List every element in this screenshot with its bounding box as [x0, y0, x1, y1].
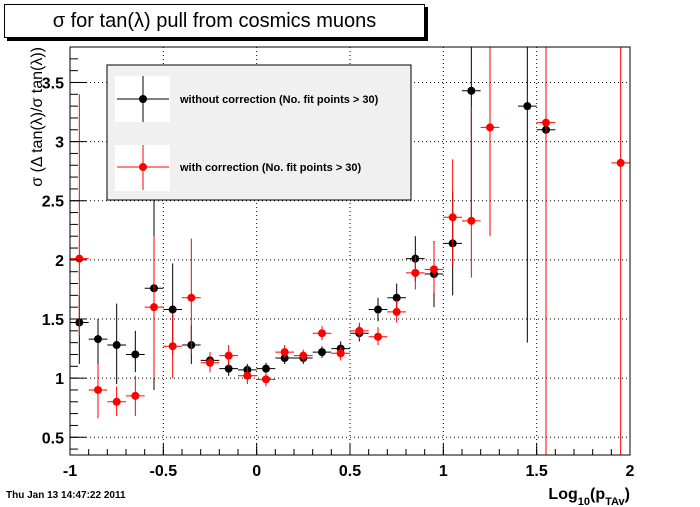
x-tick-label: -1: [63, 463, 77, 480]
data-point: [355, 326, 364, 335]
data-point: [206, 358, 214, 367]
title-box: σ for tan(λ) pull from cosmics muons: [4, 4, 425, 38]
axes: -1 -0.5 0 0.5 1 1.5 2 0.5 1 1.5 2 2.5 3 3.5: [42, 58, 635, 480]
x-tick-label: 1.5: [526, 463, 548, 480]
data-point: [430, 265, 438, 274]
data-point: [94, 335, 102, 344]
data-point: [168, 342, 177, 351]
data-point: [75, 254, 84, 263]
x-tick-label: -0.5: [150, 463, 178, 480]
legend-label-series-2: with correction (No. fit points > 30): [179, 162, 362, 174]
series-layer: [70, 47, 630, 455]
data-point: [112, 341, 121, 350]
data-point: [448, 213, 457, 222]
legend: without correction (No. fit points > 30)…: [106, 64, 412, 201]
data-point: [318, 348, 326, 357]
data-point: [411, 268, 420, 277]
timestamp: Thu Jan 13 14:47:22 2011: [6, 490, 126, 501]
y-tick-label: 1.5: [42, 312, 64, 329]
x-tick-label: 0: [252, 463, 261, 480]
y-tick-label: 3.5: [42, 75, 64, 92]
y-axis-label: σ (Δ tan(λ)/σ tan(λ)): [29, 47, 46, 187]
data-point: [374, 332, 382, 341]
data-point: [486, 123, 494, 132]
data-point: [392, 307, 401, 316]
y-tick-label: 0.5: [42, 430, 64, 447]
x-tick-label: 0.5: [339, 463, 361, 480]
data-point: [374, 305, 382, 314]
x-tick-label: 1: [439, 463, 448, 480]
data-point: [187, 293, 196, 302]
x-axis-label: Log10(pTAv): [548, 486, 630, 507]
data-point: [299, 351, 308, 360]
data-point: [168, 305, 177, 314]
data-point: [131, 350, 140, 359]
data-point: [243, 371, 252, 380]
legend-marker-series-1: [139, 95, 147, 103]
y-tick-label: 3: [55, 135, 64, 152]
data-point: [94, 385, 102, 394]
series-2: [70, 47, 630, 455]
data-point: [318, 329, 326, 338]
legend-marker-series-2: [139, 163, 147, 171]
chart-title: σ for tan(λ) pull from cosmics muons: [52, 10, 377, 32]
data-point: [542, 118, 550, 127]
data-point: [280, 348, 289, 357]
data-point: [616, 158, 625, 167]
data-point: [523, 102, 532, 111]
data-point: [467, 216, 476, 225]
data-point: [112, 397, 121, 406]
data-point: [467, 86, 476, 95]
legend-label-series-1: without correction (No. fit points > 30): [179, 94, 379, 106]
data-point: [224, 364, 233, 373]
y-tick-label: 2: [55, 253, 64, 270]
y-tick-label: 1: [55, 371, 64, 388]
data-point: [336, 349, 345, 358]
data-point: [131, 391, 140, 400]
data-point: [262, 375, 270, 384]
x-tick-label: 2: [626, 463, 635, 480]
y-tick-label: 2.5: [42, 194, 64, 211]
data-point: [262, 364, 270, 373]
data-point: [224, 351, 233, 360]
data-point: [392, 293, 401, 302]
data-point: [150, 303, 158, 312]
